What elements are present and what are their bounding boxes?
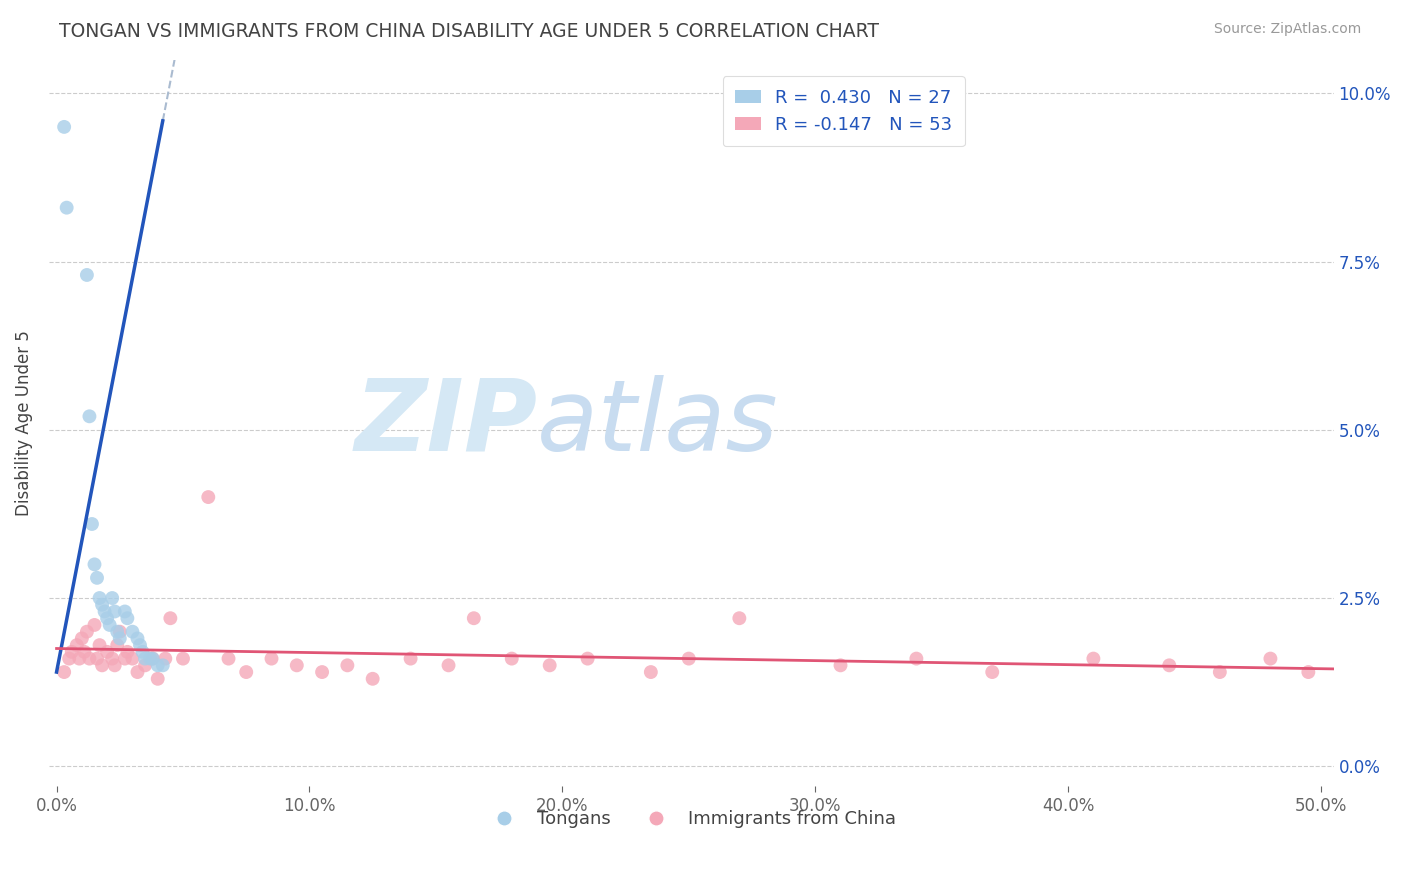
- Text: ZIP: ZIP: [354, 375, 537, 472]
- Point: [142, 651, 165, 665]
- Point: [91, 598, 114, 612]
- Point: [117, 611, 139, 625]
- Point: [89, 591, 111, 605]
- Point: [1209, 665, 1232, 679]
- Point: [437, 658, 460, 673]
- Point: [1159, 658, 1181, 673]
- Point: [114, 605, 136, 619]
- Point: [538, 658, 561, 673]
- Point: [79, 409, 101, 424]
- Point: [104, 658, 127, 673]
- Point: [1083, 651, 1105, 665]
- Point: [1298, 665, 1320, 679]
- Point: [53, 665, 76, 679]
- Point: [640, 665, 662, 679]
- Point: [152, 658, 174, 673]
- Point: [285, 658, 308, 673]
- Point: [981, 665, 1004, 679]
- Point: [146, 672, 169, 686]
- Point: [58, 651, 80, 665]
- Point: [146, 658, 169, 673]
- Y-axis label: Disability Age Under 5: Disability Age Under 5: [15, 330, 32, 516]
- Point: [98, 618, 121, 632]
- Point: [101, 591, 124, 605]
- Point: [93, 605, 115, 619]
- Point: [83, 558, 105, 572]
- Point: [134, 651, 156, 665]
- Point: [96, 611, 118, 625]
- Point: [576, 651, 599, 665]
- Point: [76, 624, 98, 639]
- Point: [76, 268, 98, 282]
- Point: [830, 658, 852, 673]
- Point: [129, 638, 152, 652]
- Point: [728, 611, 751, 625]
- Point: [117, 645, 139, 659]
- Point: [235, 665, 257, 679]
- Point: [159, 611, 181, 625]
- Point: [463, 611, 485, 625]
- Point: [678, 651, 700, 665]
- Point: [121, 651, 143, 665]
- Point: [79, 651, 101, 665]
- Text: TONGAN VS IMMIGRANTS FROM CHINA DISABILITY AGE UNDER 5 CORRELATION CHART: TONGAN VS IMMIGRANTS FROM CHINA DISABILI…: [59, 22, 879, 41]
- Point: [121, 624, 143, 639]
- Point: [501, 651, 523, 665]
- Point: [108, 624, 131, 639]
- Point: [218, 651, 240, 665]
- Point: [361, 672, 384, 686]
- Point: [142, 651, 165, 665]
- Point: [60, 645, 83, 659]
- Point: [105, 638, 128, 652]
- Point: [53, 120, 76, 134]
- Point: [336, 658, 359, 673]
- Point: [105, 624, 128, 639]
- Point: [399, 651, 422, 665]
- Point: [131, 645, 153, 659]
- Point: [127, 665, 149, 679]
- Point: [905, 651, 928, 665]
- Point: [134, 658, 156, 673]
- Point: [89, 638, 111, 652]
- Point: [101, 651, 124, 665]
- Point: [86, 571, 108, 585]
- Text: Source: ZipAtlas.com: Source: ZipAtlas.com: [1213, 22, 1361, 37]
- Point: [108, 632, 131, 646]
- Point: [311, 665, 333, 679]
- Point: [80, 516, 103, 531]
- Point: [197, 490, 219, 504]
- Point: [114, 651, 136, 665]
- Point: [260, 651, 283, 665]
- Point: [70, 632, 93, 646]
- Text: atlas: atlas: [537, 375, 779, 472]
- Point: [1260, 651, 1282, 665]
- Point: [83, 618, 105, 632]
- Point: [172, 651, 194, 665]
- Point: [67, 651, 90, 665]
- Point: [66, 638, 89, 652]
- Point: [139, 651, 162, 665]
- Point: [55, 201, 77, 215]
- Point: [86, 651, 108, 665]
- Point: [127, 632, 149, 646]
- Point: [155, 651, 177, 665]
- Point: [91, 658, 114, 673]
- Point: [96, 645, 118, 659]
- Legend: Tongans, Immigrants from China: Tongans, Immigrants from China: [479, 803, 904, 836]
- Point: [73, 645, 96, 659]
- Point: [104, 605, 127, 619]
